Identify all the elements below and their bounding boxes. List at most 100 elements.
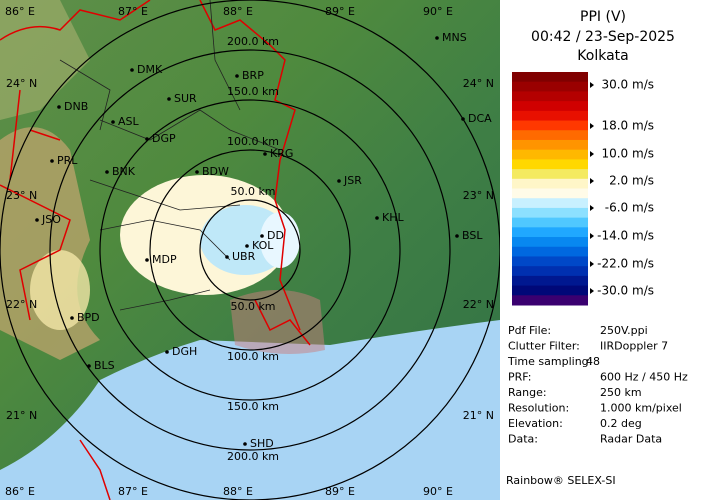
info-key: Time sampling: [507, 355, 592, 368]
city-label: KRG [270, 147, 293, 160]
echo [30, 250, 90, 330]
title: PPI (V) [580, 9, 626, 25]
color-swatch [512, 139, 588, 151]
color-swatch [512, 256, 588, 267]
color-swatch [512, 120, 588, 131]
color-swatch [512, 188, 588, 199]
city-label: DNB [64, 100, 88, 113]
longitude-label: 90° E [423, 5, 453, 18]
city-label: BSL [462, 229, 483, 242]
city-dot [260, 234, 264, 238]
latitude-label: 24° N [463, 77, 494, 90]
latitude-label: 23° N [463, 189, 494, 202]
city-dot [235, 74, 239, 78]
delta [230, 290, 325, 354]
city-dot [337, 179, 341, 183]
city-label: BRP [242, 69, 264, 82]
info-value: 1.000 km/pixel [600, 402, 682, 415]
info-value: 250 km [600, 386, 642, 399]
city-dot [167, 97, 171, 101]
longitude-label: 88° E [223, 485, 253, 498]
color-swatch [512, 275, 588, 287]
tick-arrow [590, 205, 594, 211]
color-swatch [512, 295, 588, 306]
city-dot [263, 152, 267, 156]
color-swatch [512, 110, 588, 122]
range-label: 100.0 km [227, 135, 279, 148]
city-label: DGH [172, 345, 197, 358]
echo [260, 212, 300, 268]
city-dot [111, 120, 115, 124]
city-dot [245, 244, 249, 248]
range-label: 50.0 km [230, 185, 275, 198]
timestamp: 00:42 / 23-Sep-2025 [531, 29, 675, 45]
legend-label: 2.0 m/s [609, 174, 654, 188]
legend-panel: PPI (V) 00:42 / 23-Sep-2025 Kolkata 30.0… [500, 0, 706, 500]
tick-arrow [590, 178, 594, 184]
info-key: Pdf File: [508, 324, 551, 337]
tick-arrow [590, 288, 594, 294]
city-dot [195, 170, 199, 174]
city-label: JSR [343, 174, 362, 187]
city-dot [145, 258, 149, 262]
range-ring [199, 199, 301, 301]
color-swatch [512, 178, 588, 189]
color-swatch [512, 217, 588, 228]
longitude-label: 87° E [118, 5, 148, 18]
legend-label: 18.0 m/s [601, 119, 654, 133]
city-label: BLS [94, 359, 115, 372]
tick-arrow [590, 233, 594, 239]
city-label: UBR [232, 250, 256, 263]
city-label: DD [267, 229, 284, 242]
info-key: Elevation: [508, 417, 563, 430]
longitude-label: 89° E [325, 5, 355, 18]
color-swatch [512, 246, 588, 257]
city-dot [455, 234, 459, 238]
city-label: ASL [118, 115, 140, 128]
city-label: PRL [57, 154, 78, 167]
city-label: KHL [382, 211, 404, 224]
range-ring [99, 99, 401, 401]
longitude-label: 87° E [118, 485, 148, 498]
city-dot [105, 170, 109, 174]
longitude-label: 89° E [325, 485, 355, 498]
city-dot [50, 159, 54, 163]
info-key: Resolution: [508, 402, 569, 415]
city-label: MDP [152, 253, 177, 266]
legend-label: 10.0 m/s [601, 147, 654, 161]
city-dot [461, 117, 465, 121]
legend-label: -6.0 m/s [605, 201, 654, 215]
city-dot [57, 105, 61, 109]
info-value: 0.2 deg [600, 417, 642, 430]
color-swatch [512, 198, 588, 209]
sea [0, 320, 500, 500]
city-dot [165, 350, 169, 354]
color-swatch [512, 149, 588, 160]
city-label: KOL [252, 239, 274, 252]
range-label: 150.0 km [227, 400, 279, 413]
city-label: SUR [174, 92, 197, 105]
legend-label: -14.0 m/s [597, 229, 654, 243]
range-label: 200.0 km [227, 450, 279, 463]
color-swatch [512, 207, 588, 219]
latitude-label: 21° N [463, 409, 494, 422]
city-label: MNS [442, 31, 467, 44]
city-label: BDW [202, 165, 229, 178]
city-label: DCA [468, 112, 492, 125]
tick-arrow [590, 261, 594, 267]
city-dot [130, 68, 134, 72]
range-label: 100.0 km [227, 350, 279, 363]
info-value: 48 [586, 355, 600, 368]
info-key: Range: [508, 386, 547, 399]
latitude-label: 24° N [6, 77, 37, 90]
color-swatch [512, 169, 588, 180]
tick-arrow [590, 123, 594, 129]
color-swatch [512, 72, 588, 83]
range-label: 50.0 km [230, 300, 275, 313]
latitude-label: 22° N [463, 298, 494, 311]
latitude-label: 22° N [6, 298, 37, 311]
range-label: 200.0 km [227, 35, 279, 48]
color-swatch [512, 130, 588, 141]
city-label: BNK [112, 165, 136, 178]
